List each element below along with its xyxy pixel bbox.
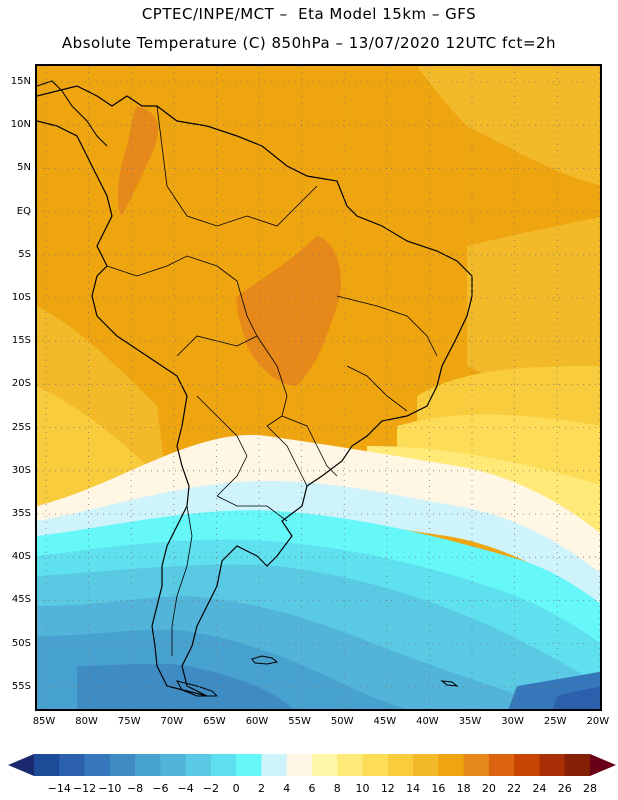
colorbar-label: −10 (98, 782, 122, 795)
south-georgia-outline (440, 680, 459, 687)
lon-label: 25W (543, 716, 567, 727)
colorbar-label: 6 (308, 782, 316, 795)
lon-label: 30W (501, 716, 524, 727)
color-scale-bar (8, 754, 616, 776)
map-title-line1: CPTEC/INPE/MCT – Eta Model 15km – GFS (141, 5, 477, 23)
colorbar-label: −12 (72, 782, 97, 795)
colorbar-high-arrow (590, 754, 616, 776)
colorbar-cell (109, 754, 136, 776)
lon-label: 50W (330, 716, 354, 727)
colorbar-cell (135, 754, 161, 776)
map-title-line2: Absolute Temperature (C) 850hPa – 13/07/… (61, 34, 557, 52)
colorbar-label: 18 (456, 782, 471, 795)
colorbar-cell (210, 754, 237, 776)
colorbar-label: −2 (202, 782, 220, 795)
colorbar-cell (413, 754, 439, 776)
map-canvas (37, 66, 600, 709)
colorbar-label: 22 (507, 782, 522, 795)
continent-outline (37, 85, 473, 697)
colorbar-label: 10 (355, 782, 370, 795)
colorbar-label: 24 (532, 782, 547, 795)
colorbar-cell (463, 754, 490, 776)
colorbar-cell (337, 754, 364, 776)
lat-label: 5S (18, 248, 31, 260)
lat-label: 15N (10, 76, 31, 87)
colorbar-label: 0 (232, 782, 240, 795)
colorbar-label: 2 (257, 782, 265, 795)
lat-label: 10N (10, 119, 31, 131)
colorbar-cell (387, 754, 414, 776)
colorbar-cell (236, 754, 262, 776)
colorbar-label: 26 (557, 782, 572, 795)
lon-label: 75W (117, 716, 141, 727)
lat-label: 30S (11, 464, 31, 476)
field-band-6 (37, 481, 600, 604)
lon-label: 35W (458, 716, 482, 727)
temperature-map (35, 64, 602, 711)
colorbar-cell (514, 754, 540, 776)
lat-label: 15S (11, 335, 31, 347)
colorbar-cell (84, 754, 111, 776)
colorbar-cell (438, 754, 465, 776)
central-america-outline (37, 80, 108, 147)
lat-label: 10S (11, 292, 31, 303)
field-cold-m6 (77, 663, 293, 709)
lat-label: 35S (11, 508, 31, 519)
lat-label: 40S (11, 551, 31, 563)
lon-label: 85W (32, 716, 56, 727)
lon-label: 45W (373, 716, 397, 727)
lat-label: 5N (17, 162, 31, 174)
lon-label: 20W (586, 716, 610, 727)
lat-label: 50S (11, 637, 31, 649)
tierra-del-fuego-outline (176, 680, 219, 697)
lon-label: 80W (75, 716, 98, 727)
field-cold-m10-east (553, 686, 600, 709)
field-andes-20 (117, 106, 158, 216)
colorbar-cell (312, 754, 338, 776)
colorbar-cell (59, 754, 86, 776)
field-interior-20 (236, 236, 341, 386)
colorbar-cell (185, 754, 212, 776)
country-borders (106, 105, 438, 656)
lon-label: 60W (245, 716, 269, 727)
lon-label: 55W (288, 716, 311, 727)
colorbar-label: −4 (177, 782, 194, 795)
lon-label: 65W (203, 716, 226, 727)
colorbar-cell (488, 754, 515, 776)
colorbar-label: 4 (283, 782, 291, 795)
lat-label: 25S (11, 421, 31, 433)
colorbar-label: −8 (126, 782, 144, 795)
colorbar-label: 14 (406, 782, 421, 795)
field-atlantic-yellow (467, 216, 600, 396)
field-band-8 (37, 434, 600, 583)
colorbar-cell (160, 754, 187, 776)
colorbar-label: 8 (333, 782, 341, 795)
colorbar-cell (564, 754, 591, 776)
lat-label: EQ (16, 205, 31, 217)
colorbar-cell (286, 754, 313, 776)
lat-label: 45S (11, 594, 31, 606)
colorbar-label: 12 (380, 782, 395, 795)
colorbar-low-arrow (8, 754, 34, 776)
field-north-yellow (417, 66, 600, 186)
lon-label: 40W (416, 716, 439, 727)
colorbar-label: −14 (47, 782, 71, 795)
colorbar-cells (34, 754, 591, 776)
lat-label: 20S (11, 378, 31, 390)
colorbar-cell (261, 754, 288, 776)
colorbar-cell (34, 754, 60, 776)
colorbar-label: 20 (481, 782, 496, 795)
colorbar-cell (362, 754, 389, 776)
colorbar-label: −6 (152, 782, 169, 795)
colorbar-label: 16 (431, 782, 446, 795)
lat-label: 55S (11, 680, 31, 692)
colorbar-label: 28 (583, 782, 597, 795)
falklands-outline (251, 655, 279, 665)
lon-label: 70W (160, 716, 184, 727)
colorbar-cell (539, 754, 566, 776)
